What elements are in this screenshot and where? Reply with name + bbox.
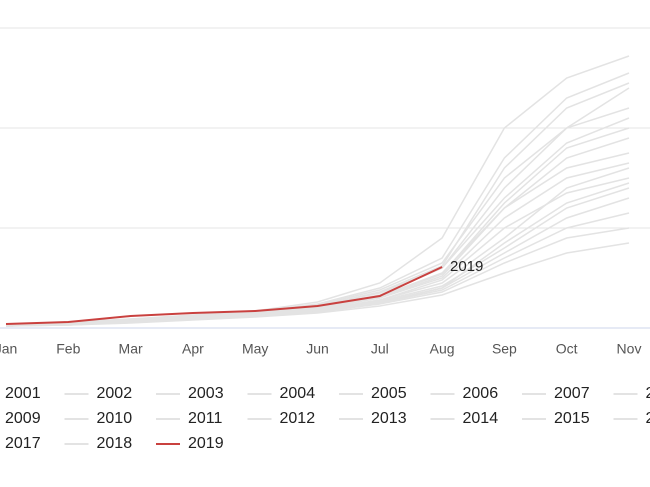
legend-item[interactable]: 2002	[64, 385, 133, 402]
series-line	[5, 107, 630, 326]
legend-item[interactable]: 2010	[64, 410, 133, 427]
legend-item[interactable]: 2008	[613, 385, 650, 402]
legend-item[interactable]: 2004	[247, 385, 316, 402]
legend-label: 2015	[554, 410, 590, 427]
legend-label: 2001	[5, 385, 41, 402]
legend-label: 2016	[646, 410, 650, 427]
series-line	[5, 72, 630, 326]
legend-item[interactable]: 2016	[613, 410, 650, 427]
x-tick-label: Oct	[556, 341, 578, 357]
legend-item[interactable]: 2014	[430, 410, 499, 427]
series-line	[5, 87, 630, 326]
legend-label: 2009	[5, 410, 41, 427]
legend-item[interactable]: 2007	[522, 385, 590, 402]
legend-item[interactable]: 2013	[339, 410, 407, 427]
series-line	[5, 152, 630, 327]
legend-label: 2017	[5, 435, 41, 452]
legend-item[interactable]: 2001	[0, 385, 41, 402]
end-label: 2019	[450, 258, 483, 275]
x-tick-label: Mar	[119, 341, 143, 357]
x-tick-label: Sep	[492, 341, 517, 357]
legend-label: 2003	[188, 385, 224, 402]
legend-item[interactable]: 2003	[156, 385, 224, 402]
legend-item[interactable]: 2019	[156, 435, 224, 452]
series-line	[5, 55, 630, 326]
x-tick-label: Aug	[430, 341, 455, 357]
series-line	[5, 127, 630, 327]
legend-label: 2004	[280, 385, 316, 402]
x-tick-label: Apr	[182, 341, 204, 357]
legend-item[interactable]: 2005	[339, 385, 407, 402]
series-line	[5, 137, 630, 326]
legend-item[interactable]: 2009	[0, 410, 41, 427]
x-tick-label: Nov	[617, 341, 642, 357]
x-tick-label: Feb	[56, 341, 80, 357]
legend-label: 2019	[188, 435, 224, 452]
x-tick-label: Jul	[371, 341, 389, 357]
legend-label: 2002	[97, 385, 133, 402]
legend-item[interactable]: 2017	[0, 435, 41, 452]
legend-label: 2007	[554, 385, 590, 402]
x-tick-label: May	[242, 341, 268, 357]
series-line	[5, 227, 630, 327]
legend-label: 2014	[463, 410, 499, 427]
series-line	[5, 82, 630, 326]
legend-label: 2018	[97, 435, 133, 452]
legend-label: 2012	[280, 410, 316, 427]
legend-item[interactable]: 2012	[247, 410, 316, 427]
legend-label: 2010	[97, 410, 133, 427]
legend-label: 2008	[646, 385, 650, 402]
series-line	[5, 266, 443, 325]
x-tick-label: Jun	[306, 341, 329, 357]
legend-item[interactable]: 2018	[64, 435, 133, 452]
legend-item[interactable]: 2011	[156, 410, 223, 427]
legend-label: 2006	[463, 385, 499, 402]
legend-label: 2011	[188, 410, 223, 427]
legend-item[interactable]: 2015	[522, 410, 590, 427]
series-line	[5, 242, 630, 327]
x-tick-label: Jan	[0, 341, 17, 357]
legend-item[interactable]: 2006	[430, 385, 499, 402]
legend-label: 2005	[371, 385, 407, 402]
series-line	[5, 117, 630, 327]
legend-label: 2013	[371, 410, 407, 427]
